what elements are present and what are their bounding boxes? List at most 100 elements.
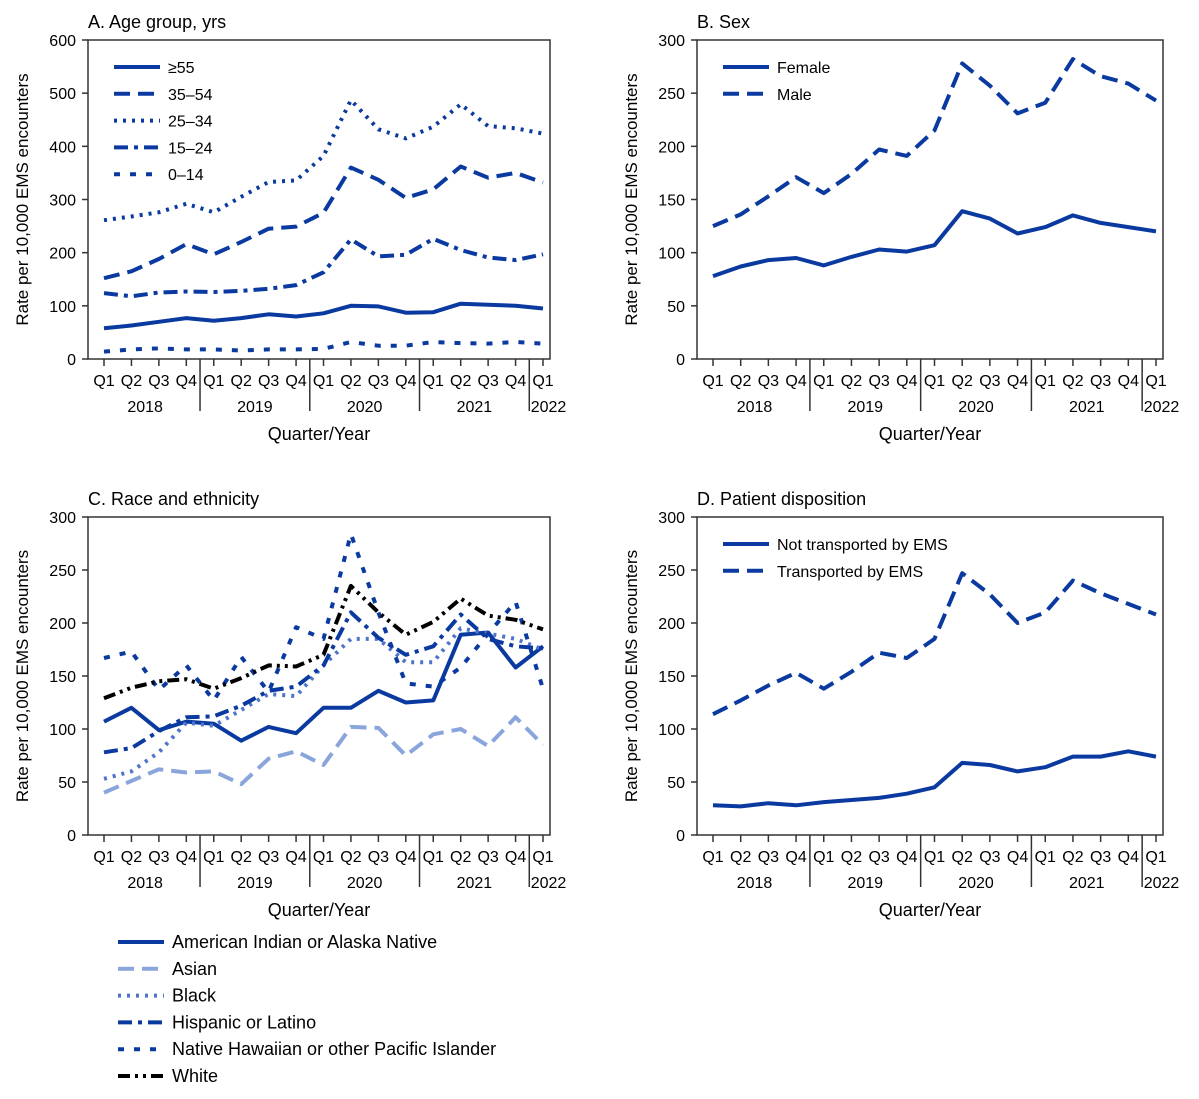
y-axis-label: Rate per 10,000 EMS encounters — [13, 550, 32, 802]
y-tick-label: 500 — [49, 86, 76, 103]
x-tick-label: Q1 — [1035, 849, 1056, 866]
series-native-hawaiian-or-other-pacific-islander: Native Hawaiian or other Pacific Islande… — [104, 534, 543, 1059]
x-axis-label: Quarter/Year — [879, 900, 981, 920]
x-tick-label: Q3 — [868, 373, 889, 390]
y-tick-label: 150 — [658, 669, 685, 686]
y-tick-label: 0 — [676, 828, 685, 845]
year-label: 2019 — [237, 399, 273, 416]
y-tick-label: 0 — [676, 352, 685, 369]
year-label: 2019 — [237, 875, 273, 892]
x-tick-label: Q4 — [176, 849, 197, 866]
legend-label: 0–14 — [168, 167, 204, 184]
series-line — [104, 342, 543, 352]
series-25-34: 25–34 — [104, 100, 543, 220]
x-tick-label: Q2 — [841, 849, 862, 866]
x-tick-label: Q1 — [532, 849, 553, 866]
x-tick-label: Q2 — [340, 849, 361, 866]
y-tick-label: 150 — [49, 669, 76, 686]
y-tick-label: 300 — [49, 510, 76, 527]
panel-2: C. Race and ethnicity050100150200250300R… — [13, 489, 566, 1086]
x-tick-label: Q1 — [702, 849, 723, 866]
x-tick-label: Q1 — [702, 373, 723, 390]
panel-title: A. Age group, yrs — [88, 12, 226, 32]
x-tick-label: Q4 — [1007, 373, 1028, 390]
x-tick-label: Q1 — [1145, 849, 1166, 866]
year-label: 2020 — [347, 399, 383, 416]
legend-label: Male — [777, 87, 812, 104]
panel-title: D. Patient disposition — [697, 489, 866, 509]
x-tick-label: Q1 — [813, 373, 834, 390]
plot-frame — [88, 517, 550, 835]
series-line — [713, 59, 1156, 226]
x-tick-label: Q4 — [285, 849, 306, 866]
series-line — [104, 534, 543, 700]
x-tick-label: Q4 — [505, 373, 526, 390]
year-label: 2018 — [127, 399, 163, 416]
y-tick-label: 100 — [658, 722, 685, 739]
y-tick-label: 200 — [658, 139, 685, 156]
year-label: 2021 — [457, 875, 493, 892]
x-tick-label: Q3 — [758, 849, 779, 866]
x-tick-label: Q1 — [93, 849, 114, 866]
x-tick-label: Q1 — [1035, 373, 1056, 390]
year-label: 2020 — [958, 875, 994, 892]
series-male: Male — [713, 59, 1156, 226]
x-tick-label: Q4 — [1118, 849, 1139, 866]
x-tick-label: Q3 — [258, 849, 279, 866]
y-tick-label: 250 — [658, 563, 685, 580]
y-tick-label: 200 — [49, 616, 76, 633]
x-tick-label: Q1 — [532, 373, 553, 390]
series-transported-by-ems: Transported by EMS — [713, 564, 1156, 714]
legend-label: Hispanic or Latino — [172, 1012, 316, 1032]
x-tick-label: Q4 — [1007, 849, 1028, 866]
x-axis-label: Quarter/Year — [879, 424, 981, 444]
x-tick-label: Q3 — [758, 373, 779, 390]
series-hispanic-or-latino: Hispanic or Latino — [104, 612, 543, 1032]
panel-0: A. Age group, yrs0100200300400500600Rate… — [13, 12, 566, 444]
x-tick-label: Q2 — [1062, 849, 1083, 866]
x-tick-label: Q3 — [148, 849, 169, 866]
x-tick-label: Q4 — [176, 373, 197, 390]
x-tick-label: Q1 — [924, 849, 945, 866]
legend-label: Asian — [172, 959, 217, 979]
y-axis-label: Rate per 10,000 EMS encounters — [622, 550, 641, 802]
legend-label: Black — [172, 986, 217, 1006]
x-tick-label: Q4 — [285, 373, 306, 390]
y-tick-label: 50 — [667, 775, 685, 792]
x-tick-label: Q4 — [785, 849, 806, 866]
series-15-24: 15–24 — [104, 140, 543, 296]
x-tick-label: Q2 — [841, 373, 862, 390]
legend-label: 15–24 — [168, 140, 213, 157]
x-tick-label: Q2 — [730, 849, 751, 866]
legend-label: Native Hawaiian or other Pacific Islande… — [172, 1039, 496, 1059]
y-tick-label: 200 — [658, 616, 685, 633]
x-axis-label: Quarter/Year — [268, 900, 370, 920]
year-label: 2019 — [847, 875, 883, 892]
y-tick-label: 150 — [658, 193, 685, 210]
year-label: 2022 — [531, 399, 567, 416]
x-tick-label: Q1 — [313, 373, 334, 390]
x-tick-label: Q2 — [340, 373, 361, 390]
year-label: 2018 — [737, 875, 773, 892]
y-tick-label: 300 — [49, 193, 76, 210]
x-tick-label: Q4 — [395, 373, 416, 390]
y-axis-label: Rate per 10,000 EMS encounters — [622, 73, 641, 325]
x-axis-label: Quarter/Year — [268, 424, 370, 444]
x-tick-label: Q4 — [896, 373, 917, 390]
x-tick-label: Q2 — [450, 373, 471, 390]
series-line — [104, 304, 543, 329]
legend-label: Not transported by EMS — [777, 537, 948, 554]
x-tick-label: Q2 — [121, 849, 142, 866]
legend-label: White — [172, 1066, 218, 1086]
x-tick-label: Q3 — [1090, 849, 1111, 866]
series-line — [104, 586, 543, 698]
x-tick-label: Q3 — [477, 849, 498, 866]
year-label: 2018 — [127, 875, 163, 892]
year-label: 2022 — [1144, 875, 1180, 892]
x-tick-label: Q4 — [395, 849, 416, 866]
y-tick-label: 400 — [49, 139, 76, 156]
x-tick-label: Q1 — [423, 849, 444, 866]
x-tick-label: Q3 — [979, 373, 1000, 390]
y-tick-label: 300 — [658, 510, 685, 527]
